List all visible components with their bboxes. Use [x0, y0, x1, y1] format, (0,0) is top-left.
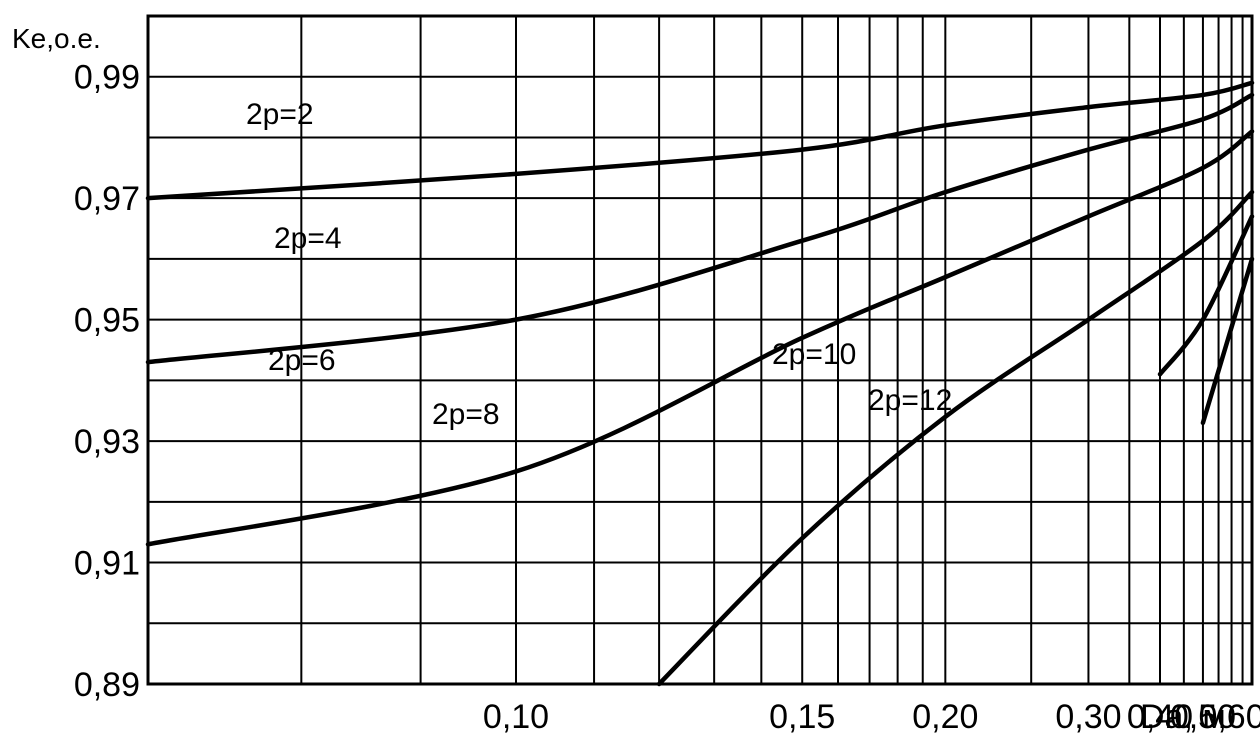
y-tick-label: 0,95 — [74, 302, 140, 340]
grid — [146, 14, 1254, 686]
series-line — [1200, 256, 1255, 426]
series-line — [145, 92, 1255, 365]
y-axis-label: Ke,o.e. — [12, 23, 101, 54]
plot-frame — [146, 14, 1254, 686]
y-tick-label: 0,93 — [74, 423, 140, 461]
y-tick-label: 0,99 — [74, 59, 140, 97]
series-line — [1157, 214, 1255, 377]
series-labels: 2p=2 2p=4 2p=6 2p=8 2p=10 2p=12 — [246, 98, 952, 431]
series-label: 2p=8 — [432, 398, 500, 431]
x-tick-label: 0,50 — [1170, 698, 1236, 736]
y-tick-label: 0,91 — [74, 545, 140, 583]
series-line — [656, 189, 1255, 687]
y-tick-labels: 0,99 0,97 0,95 0,93 0,91 0,89 — [74, 59, 140, 704]
x-tick-label: 0,60 — [1198, 698, 1260, 736]
series-label: 2p=4 — [274, 222, 342, 255]
x-tick-label: 0,20 — [912, 698, 978, 736]
series-label: 2p=12 — [868, 384, 952, 417]
series-label: 2p=10 — [772, 338, 856, 371]
series-line — [145, 80, 1255, 201]
series-line — [145, 129, 1255, 547]
x-tick-label: 0,10 — [483, 698, 549, 736]
x-tick-label: 0,30 — [1055, 698, 1121, 736]
x-tick-labels: 0,10 0,15 0,20 0,30 0,400,500,60 — [483, 698, 1260, 736]
series-label: 2p=2 — [246, 98, 314, 131]
x-tick-label: 0,15 — [769, 698, 835, 736]
x-axis-label: Da, м — [1140, 698, 1226, 736]
series-lines — [145, 80, 1255, 687]
series-label: 2p=6 — [268, 344, 336, 377]
x-tick-label: 0,40 — [1127, 698, 1193, 736]
y-tick-label: 0,97 — [74, 180, 140, 218]
y-tick-label: 0,89 — [74, 666, 140, 704]
